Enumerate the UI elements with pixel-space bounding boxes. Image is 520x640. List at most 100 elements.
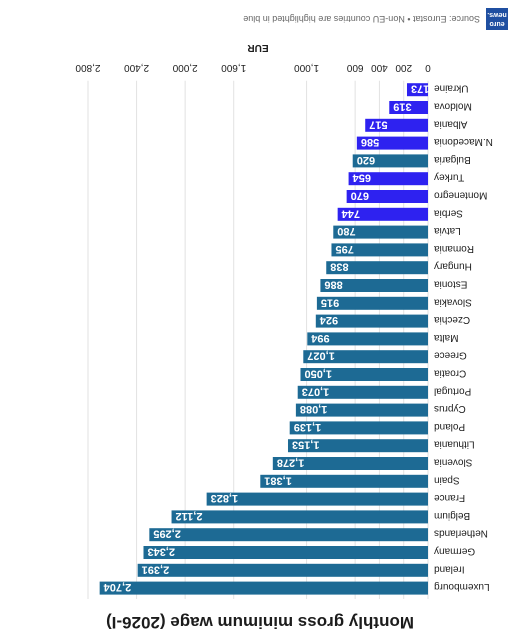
category-label: Czechia <box>434 314 471 325</box>
value-label: 795 <box>335 243 353 255</box>
category-label: Serbia <box>434 207 463 218</box>
category-label: Lithuania <box>434 439 475 450</box>
category-label: Poland <box>434 421 465 432</box>
bar <box>389 101 428 114</box>
bar <box>331 243 428 257</box>
value-label: 1,153 <box>292 439 320 451</box>
x-tick-label: 600 <box>346 62 363 73</box>
category-label: Slovakia <box>434 296 472 307</box>
x-tick-label: 0 <box>425 62 431 73</box>
category-label: Albania <box>434 118 468 129</box>
value-label: 2,112 <box>176 510 203 522</box>
value-label: 924 <box>319 314 338 326</box>
bar <box>356 136 428 150</box>
value-label: 744 <box>341 207 360 219</box>
category-label: Netherlands <box>434 528 488 539</box>
logo-text: euro news. <box>487 11 507 27</box>
category-label: Moldova <box>434 101 472 112</box>
category-label: Estonia <box>434 279 468 290</box>
bar <box>99 581 428 595</box>
bar <box>137 563 428 577</box>
bar <box>272 457 428 470</box>
value-label: 586 <box>361 136 379 148</box>
value-label: 654 <box>352 172 371 184</box>
value-label: 620 <box>357 154 375 166</box>
bar <box>171 510 428 524</box>
value-label: 2,704 <box>103 581 131 593</box>
euronews-logo: euro news. <box>486 8 508 30</box>
bar <box>346 190 428 203</box>
x-tick-label: 200 <box>395 62 412 73</box>
x-tick-label: 2,000 <box>172 62 197 73</box>
source-note: Source: Eurostat • Non-EU countries are … <box>243 14 480 24</box>
x-axis-label: EUR <box>247 42 269 53</box>
category-label: Romania <box>434 243 474 254</box>
value-label: 886 <box>324 279 342 291</box>
bar <box>315 314 428 328</box>
value-label: 915 <box>321 296 339 308</box>
value-label: 1,139 <box>294 421 322 433</box>
category-label: N.Macedonia <box>434 136 493 147</box>
category-label: Bulgaria <box>434 154 471 165</box>
bar <box>406 83 428 97</box>
value-label: 319 <box>393 101 411 113</box>
x-tick-label: 1,000 <box>294 62 319 73</box>
category-label: Belgium <box>434 510 470 521</box>
category-label: Slovenia <box>434 457 473 468</box>
bar <box>206 492 428 506</box>
bar <box>289 421 428 435</box>
value-label: 994 <box>310 332 329 344</box>
value-label: 1,381 <box>264 474 292 486</box>
x-tick-label: 2,800 <box>75 62 100 73</box>
bar <box>352 154 428 168</box>
bar <box>303 350 428 364</box>
bar <box>287 439 428 453</box>
bar <box>348 172 428 186</box>
value-label: 2,391 <box>142 563 170 575</box>
category-label: Germany <box>434 546 475 557</box>
category-label: Hungary <box>434 261 472 272</box>
value-label: 838 <box>330 261 348 273</box>
x-tick-label: 1,600 <box>221 62 246 73</box>
category-label: Ukraine <box>434 83 469 94</box>
category-label: Latvia <box>434 225 461 236</box>
value-label: 173 <box>411 83 429 95</box>
bar <box>307 332 428 346</box>
bar <box>326 261 428 275</box>
bar <box>143 546 428 559</box>
category-label: Spain <box>434 474 460 485</box>
value-label: 2,343 <box>147 546 175 558</box>
bar <box>365 118 428 132</box>
value-label: 780 <box>337 225 355 237</box>
value-label: 1,088 <box>300 403 328 415</box>
x-tick-label: 400 <box>371 62 388 73</box>
category-label: Cyprus <box>434 403 466 414</box>
category-label: Malta <box>434 332 459 343</box>
value-label: 670 <box>351 190 369 202</box>
bar <box>333 225 428 239</box>
category-label: Croatia <box>434 368 467 379</box>
category-label: Portugal <box>434 385 471 396</box>
bar <box>316 296 428 310</box>
bar <box>260 474 428 488</box>
bar <box>297 385 428 399</box>
bar <box>337 207 428 221</box>
value-label: 1,073 <box>302 385 330 397</box>
bar <box>320 279 428 292</box>
value-label: 1,823 <box>211 492 239 504</box>
category-label: France <box>434 492 466 503</box>
category-label: Greece <box>434 350 467 361</box>
value-label: 2,295 <box>153 528 181 540</box>
category-label: Ireland <box>434 563 465 574</box>
value-label: 1,050 <box>305 368 333 380</box>
category-label: Turkey <box>434 172 464 183</box>
value-label: 517 <box>369 118 387 130</box>
category-label: Montenegro <box>434 190 488 201</box>
x-tick-label: 2,400 <box>124 62 149 73</box>
category-label: Luxembourg <box>434 581 490 592</box>
bar <box>300 368 428 381</box>
bar <box>149 528 428 542</box>
value-label: 1,278 <box>277 457 305 469</box>
